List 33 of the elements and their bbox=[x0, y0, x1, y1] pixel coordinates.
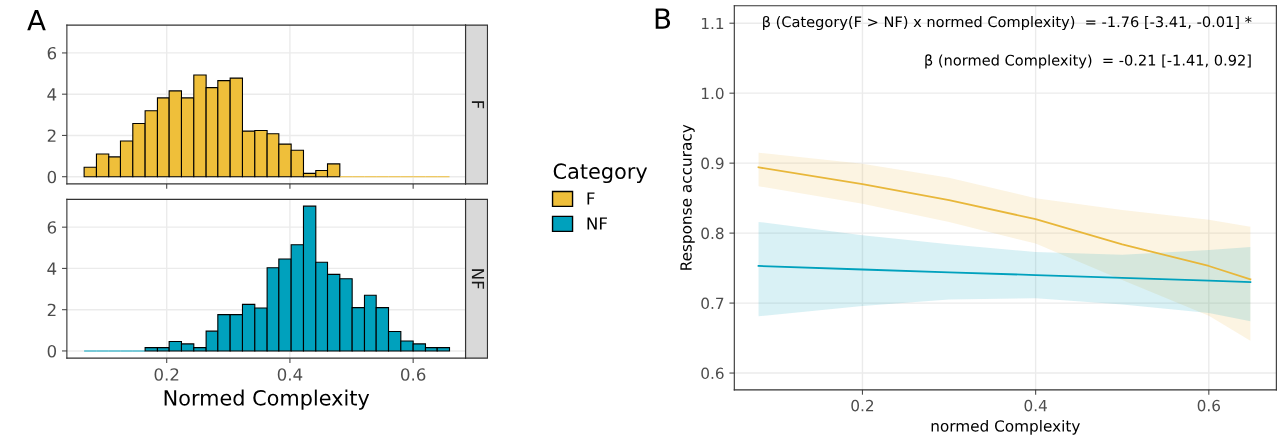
y-tick-label: 0.8 bbox=[701, 227, 724, 240]
x-tick-label: 0.4 bbox=[277, 368, 303, 381]
y-axis-title: Response accuracy bbox=[680, 124, 695, 270]
text: F bbox=[471, 101, 485, 109]
y-tick-label: 4 bbox=[47, 88, 57, 101]
x-tick-label: 0.6 bbox=[1197, 399, 1220, 412]
text: A bbox=[27, 10, 46, 31]
y-tick-label: 2 bbox=[47, 129, 56, 142]
annotation: β (Category(F > NF) x normed Complexity) = -1.76 [-3.41, -0.01] * bbox=[763, 15, 1252, 31]
y-tick-label: 4 bbox=[47, 262, 57, 275]
line-series bbox=[757, 265, 1252, 283]
legend-label: NF bbox=[587, 217, 607, 230]
text: NF bbox=[471, 269, 485, 289]
y-tick-label: 0.7 bbox=[701, 297, 724, 310]
text: B bbox=[655, 8, 671, 29]
y-tick-label: 6 bbox=[47, 46, 57, 60]
y-tick-label: 0 bbox=[47, 170, 57, 184]
x-tick-label: 0.4 bbox=[1024, 399, 1047, 412]
line-series bbox=[757, 166, 1252, 281]
y-tick-label: 1.0 bbox=[701, 87, 724, 100]
x-tick-label: 0.6 bbox=[401, 368, 426, 381]
y-tick-label: 0 bbox=[47, 344, 57, 358]
annotation: β (normed Complexity) = -0.21 [-1.41, 0.92] bbox=[925, 54, 1251, 69]
x-tick-label: 0.2 bbox=[851, 399, 874, 412]
x-axis-title: normed Complexity bbox=[931, 419, 1080, 435]
y-tick-label: 1.1 bbox=[701, 17, 724, 30]
y-tick-label: 6 bbox=[47, 221, 57, 234]
x-axis-title: Normed Complexity bbox=[164, 389, 370, 410]
legend-label: F bbox=[587, 192, 595, 205]
y-tick-label: 0.9 bbox=[701, 157, 724, 170]
legend-title: Category bbox=[553, 163, 648, 184]
y-tick-label: 2 bbox=[47, 303, 56, 317]
x-tick-label: 0.2 bbox=[154, 368, 179, 381]
